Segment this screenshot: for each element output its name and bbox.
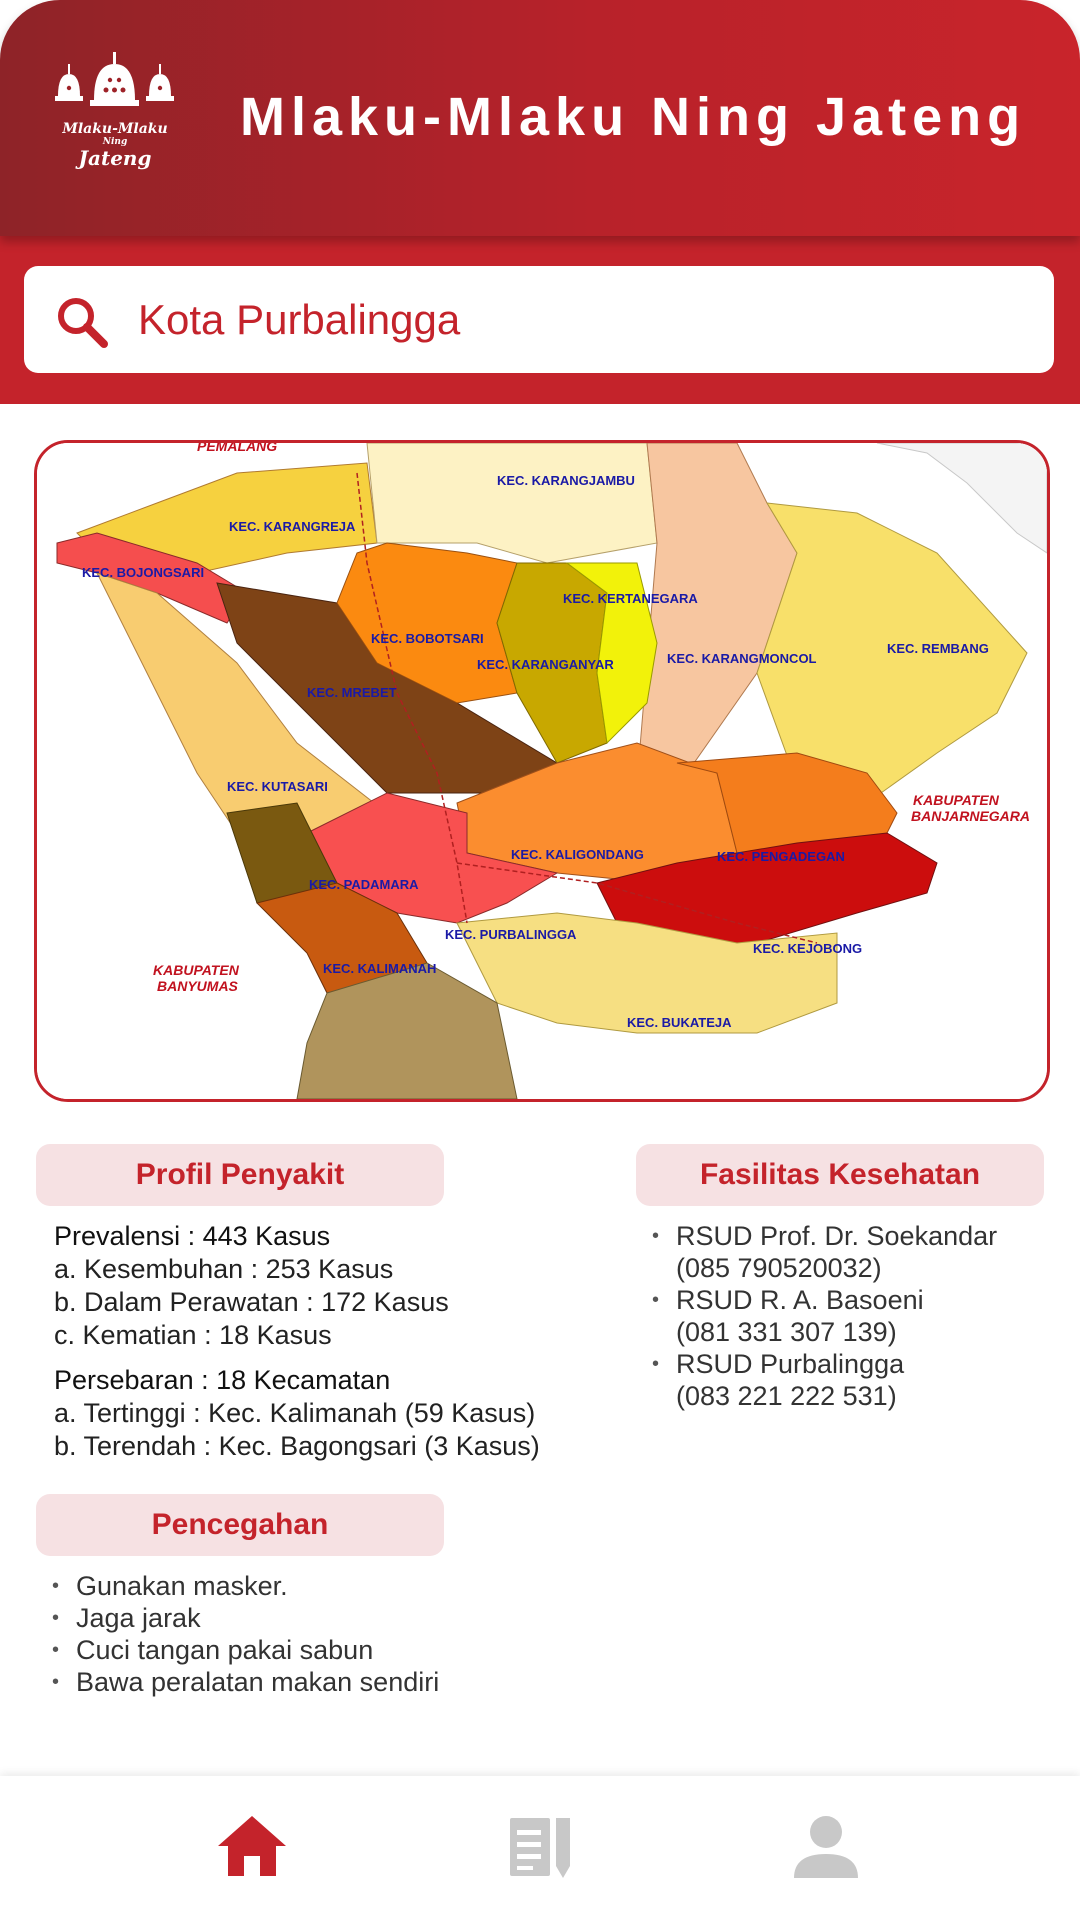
fasilitas-name: RSUD Purbalingga	[676, 1349, 905, 1379]
list-item: RSUD Purbalingga (083 221 222 531)	[652, 1348, 1052, 1412]
fasilitas-name: RSUD R. A. Basoeni	[676, 1285, 924, 1315]
search-band: Kota Purbalingga	[0, 236, 1080, 404]
app-title: Mlaku-Mlaku Ning Jateng	[240, 87, 1027, 147]
map-label-pengadegan: KEC. PENGADEGAN	[717, 849, 845, 864]
temple-logo-icon	[55, 52, 174, 106]
district-map-image: PEMALANG KEC. KARANGJAMBU KEC. KARANGREJ…	[37, 443, 1047, 1099]
nav-profile-button[interactable]	[786, 1806, 866, 1886]
profil-penyakit-header: Profil Penyakit	[36, 1144, 444, 1206]
tertinggi-text: a. Tertinggi : Kec. Kalimanah (59 Kasus)	[54, 1398, 536, 1428]
perawatan-text: b. Dalam Perawatan : 172 Kasus	[54, 1287, 449, 1317]
map-label-kalimanah: KEC. KALIMANAH	[323, 961, 436, 976]
persebaran-text: Persebaran : 18 Kecamatan	[54, 1365, 391, 1395]
prevalensi-text: Prevalensi : 443 Kasus	[54, 1221, 331, 1251]
app-header: Mlaku-Mlaku Ning Jateng Mlaku-Mlaku Ning…	[0, 0, 1080, 236]
map-label-pemalang: PEMALANG	[197, 443, 277, 454]
app-logo: Mlaku-Mlaku Ning Jateng	[50, 52, 180, 184]
map-label-karanganyar: KEC. KARANGANYAR	[477, 657, 614, 672]
logo-line-1: Mlaku-Mlaku	[62, 121, 168, 137]
map-label-rembang: KEC. REMBANG	[887, 641, 989, 656]
logo-wordmark: Mlaku-Mlaku Ning Jateng	[50, 122, 180, 168]
kematian-text: c. Kematian : 18 Kasus	[54, 1320, 332, 1350]
district-map: PEMALANG KEC. KARANGJAMBU KEC. KARANGREJ…	[34, 440, 1050, 1102]
map-label-kutasari: KEC. KUTASARI	[227, 779, 328, 794]
fasilitas-phone: (085 790520032)	[676, 1253, 882, 1283]
nav-articles-button[interactable]	[500, 1806, 580, 1886]
search-value[interactable]: Kota Purbalingga	[138, 296, 461, 343]
fasilitas-name: RSUD Prof. Dr. Soekandar	[676, 1221, 998, 1251]
articles-icon[interactable]	[500, 1806, 580, 1886]
map-label-bojongsari: KEC. BOJONGSARI	[82, 565, 204, 580]
logo-line-3: Jateng	[78, 146, 152, 170]
fasilitas-kesehatan-header: Fasilitas Kesehatan	[636, 1144, 1044, 1206]
map-label-karangreja: KEC. KARANGREJA	[229, 519, 356, 534]
map-label-padamara: KEC. PADAMARA	[309, 877, 419, 892]
search-input[interactable]: Kota Purbalingga	[24, 266, 1054, 373]
map-label-mrebet: KEC. MREBET	[307, 685, 397, 700]
fasilitas-list: RSUD Prof. Dr. Soekandar (085 790520032)…	[652, 1220, 1052, 1412]
map-label-bukateja: KEC. BUKATEJA	[627, 1015, 732, 1030]
bottom-navigation	[0, 1776, 1080, 1920]
list-item: Jaga jarak	[52, 1602, 552, 1634]
map-label-karangmoncol: KEC. KARANGMONCOL	[667, 651, 817, 666]
map-label-purbalingga: KEC. PURBALINGGA	[445, 927, 577, 942]
map-label-banyumas-1: KABUPATEN	[153, 962, 240, 978]
profile-icon[interactable]	[786, 1806, 866, 1886]
logo-line-2: Ning	[102, 137, 128, 147]
list-item: RSUD Prof. Dr. Soekandar (085 790520032)	[652, 1220, 1052, 1284]
fasilitas-phone: (081 331 307 139)	[676, 1317, 897, 1347]
list-item: Bawa peralatan makan sendiri	[52, 1666, 552, 1698]
map-label-kaligondang: KEC. KALIGONDANG	[511, 847, 644, 862]
pencegahan-list: Gunakan masker. Jaga jarak Cuci tangan p…	[52, 1570, 552, 1698]
map-label-kertanegara: KEC. KERTANEGARA	[563, 591, 698, 606]
search-icon[interactable]	[54, 294, 110, 350]
map-label-banyumas-2: BANYUMAS	[157, 978, 239, 994]
profil-penyakit-content: Prevalensi : 443 Kasus a. Kesembuhan : 2…	[54, 1220, 554, 1463]
map-label-banjarnegara-1: KABUPATEN	[913, 792, 1000, 808]
map-label-karangjambu: KEC. KARANGJAMBU	[497, 473, 635, 488]
kesembuhan-text: a. Kesembuhan : 253 Kasus	[54, 1254, 394, 1284]
home-icon[interactable]	[212, 1806, 292, 1886]
list-item: Cuci tangan pakai sabun	[52, 1634, 552, 1666]
terendah-text: b. Terendah : Kec. Bagongsari (3 Kasus)	[54, 1431, 540, 1461]
nav-home-button[interactable]	[212, 1806, 292, 1886]
list-item: RSUD R. A. Basoeni (081 331 307 139)	[652, 1284, 1052, 1348]
map-label-kejobong: KEC. KEJOBONG	[753, 941, 862, 956]
map-label-banjarnegara-2: BANJARNEGARA	[911, 808, 1030, 824]
pencegahan-header: Pencegahan	[36, 1494, 444, 1556]
list-item: Gunakan masker.	[52, 1570, 552, 1602]
fasilitas-phone: (083 221 222 531)	[676, 1381, 897, 1411]
map-label-bobotsari: KEC. BOBOTSARI	[371, 631, 484, 646]
